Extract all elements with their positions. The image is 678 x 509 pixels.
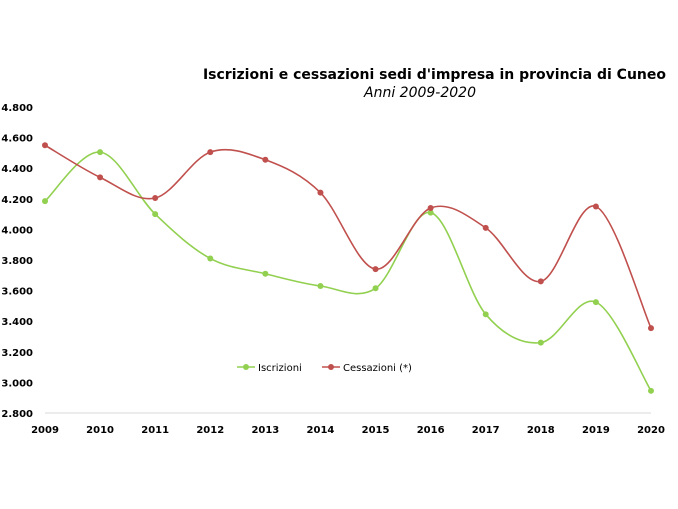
data-point xyxy=(427,209,434,216)
data-point xyxy=(317,283,324,290)
data-point xyxy=(207,149,214,156)
y-tick-label: 4.000 xyxy=(1,225,33,236)
data-point xyxy=(97,149,104,156)
data-point xyxy=(372,285,379,292)
x-tick-label: 2012 xyxy=(196,425,224,436)
x-tick-label: 2016 xyxy=(417,425,445,436)
series-line xyxy=(44,144,652,329)
data-point xyxy=(42,142,48,149)
data-point xyxy=(152,195,159,202)
x-tick-label: 2020 xyxy=(637,425,665,436)
x-tick-label: 2013 xyxy=(251,425,279,436)
x-tick-label: 2010 xyxy=(86,425,114,436)
data-point xyxy=(262,156,269,163)
legend-label: Cessazioni (*) xyxy=(343,363,412,374)
data-point xyxy=(482,311,489,318)
data-point xyxy=(427,204,434,211)
legend-item: Iscrizioni xyxy=(237,363,302,374)
x-tick-label: 2009 xyxy=(31,425,59,436)
data-point xyxy=(648,387,654,394)
legend: Iscrizioni Cessazioni (*) xyxy=(237,363,412,374)
data-point xyxy=(372,266,379,273)
legend-item: Cessazioni (*) xyxy=(322,363,412,374)
x-tick-label: 2015 xyxy=(362,425,390,436)
x-tick-label: 2011 xyxy=(141,425,169,436)
y-tick-label: 3.600 xyxy=(1,287,33,298)
data-point xyxy=(262,270,269,277)
y-tick-label: 4.600 xyxy=(1,134,33,145)
x-tick-label: 2019 xyxy=(582,425,610,436)
legend-label: Iscrizioni xyxy=(258,363,302,374)
y-tick-label: 4.400 xyxy=(1,164,33,175)
data-point xyxy=(482,224,489,231)
series-cessazioni xyxy=(42,142,654,332)
data-point xyxy=(97,174,104,181)
data-point xyxy=(537,278,544,285)
data-point xyxy=(317,189,324,196)
series-line xyxy=(44,151,652,392)
y-tick-label: 4.800 xyxy=(1,103,33,114)
x-axis-ticks: 2009 2010 2011 2012 2013 2014 2015 2016 2017 2018… xyxy=(31,425,665,436)
y-tick-label: 4.200 xyxy=(1,195,33,206)
data-point xyxy=(648,325,654,332)
y-tick-label: 3.200 xyxy=(1,348,33,359)
data-point xyxy=(537,339,544,346)
data-point xyxy=(42,198,48,205)
legend-swatch-marker xyxy=(328,364,334,370)
y-axis-ticks: 2.800 3.000 3.200 3.400 3.600 3.800 4.000 4.200… xyxy=(1,103,33,420)
chart-subtitle: Anni 2009-2020 xyxy=(363,85,476,101)
data-point xyxy=(152,211,159,218)
x-tick-label: 2014 xyxy=(307,425,335,436)
y-tick-label: 3.400 xyxy=(1,317,33,328)
x-tick-label: 2017 xyxy=(472,425,500,436)
series-iscrizioni xyxy=(42,149,654,394)
data-point xyxy=(592,299,599,306)
chart-title: Iscrizioni e cessazioni sedi d'impresa i… xyxy=(203,67,666,83)
legend-swatch-marker xyxy=(243,364,249,370)
data-point xyxy=(207,255,214,262)
y-tick-label: 2.800 xyxy=(1,409,33,420)
data-point xyxy=(592,203,599,210)
series-layer xyxy=(42,142,654,394)
x-tick-label: 2018 xyxy=(527,425,555,436)
y-tick-label: 3.800 xyxy=(1,256,33,267)
y-tick-label: 3.000 xyxy=(1,378,33,389)
